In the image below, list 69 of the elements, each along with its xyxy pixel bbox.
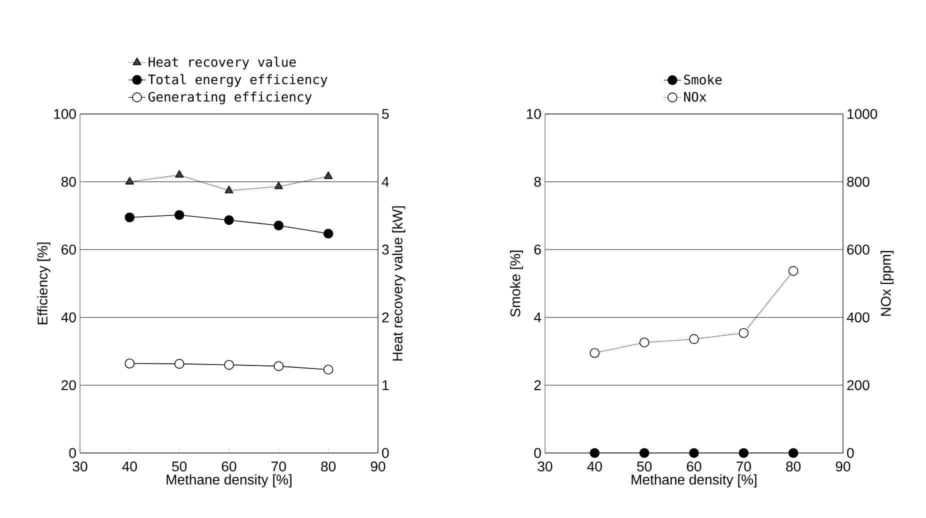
y2-axis-title: NOx [ppm] (880, 251, 894, 316)
y2-tick-label: 0 (382, 448, 389, 458)
point (738, 328, 749, 338)
legend-label: Smoke (684, 74, 722, 85)
point (224, 215, 234, 225)
y2-tick-label: 3 (382, 244, 389, 255)
y2-tick-label: 5 (382, 109, 389, 119)
y-tick-label: 4 (534, 312, 542, 322)
point (323, 364, 334, 374)
y2-tick-label: 0 (847, 448, 854, 458)
x-tick-label: 90 (370, 462, 386, 472)
point (323, 228, 334, 239)
legend-label: Generating efficiency (148, 92, 312, 104)
point (274, 361, 284, 372)
point (124, 212, 135, 222)
y2-tick-label: 600 (847, 244, 870, 255)
x-tick-label: 70 (736, 462, 751, 472)
x-tick-label: 60 (222, 462, 236, 472)
point (124, 358, 135, 368)
y-tick-label: 6 (534, 244, 541, 255)
y2-tick-label: 4 (382, 176, 389, 187)
y-tick-label: 2 (534, 380, 541, 390)
point (788, 266, 798, 276)
y-tick-label: 0 (534, 448, 541, 458)
x-tick-label: 50 (172, 462, 187, 472)
x-tick-label: 30 (538, 462, 552, 472)
y2-tick-label: 1000 (848, 109, 878, 119)
x-tick-label: 30 (72, 462, 88, 472)
y2-tick-label: 1 (382, 380, 389, 390)
legend-label: Heat recovery value (148, 56, 296, 70)
y-tick-label: 100 (54, 109, 76, 119)
legend-label: Total energy efficiency (148, 74, 328, 87)
y2-tick-label: 800 (847, 176, 870, 187)
x-tick-label: 60 (686, 462, 702, 472)
x-tick-label: 90 (836, 462, 850, 472)
y-tick-label: 60 (62, 244, 76, 255)
point (175, 170, 184, 178)
y-tick-label: 0 (69, 448, 76, 458)
y-axis-title: Smoke [%] (510, 250, 524, 317)
y-tick-label: 20 (62, 380, 76, 390)
point (590, 348, 600, 358)
y2-axis-title: Heat recovery value [kW] (392, 206, 406, 361)
point (224, 186, 234, 194)
point (174, 210, 184, 220)
point (174, 358, 184, 369)
point (125, 176, 134, 184)
point (274, 220, 284, 230)
y-tick-label: 40 (61, 312, 76, 322)
y-tick-label: 80 (62, 176, 76, 187)
y2-tick-label: 400 (846, 312, 870, 322)
y-tick-label: 10 (526, 109, 541, 119)
y-axis-title: Efficiency [%] (37, 242, 50, 324)
point (224, 360, 234, 370)
x-tick-label: 40 (587, 462, 602, 472)
y2-tick-label: 2 (382, 312, 389, 322)
x-tick-label: 80 (321, 462, 336, 472)
legend-label: NOx (684, 92, 706, 102)
x-tick-label: 70 (272, 462, 286, 472)
point (639, 338, 650, 348)
x-tick-label: 40 (122, 462, 137, 472)
point (274, 182, 283, 190)
y-tick-label: 8 (534, 176, 541, 187)
x-axis-title: Methane density [%] (632, 474, 756, 488)
x-tick-label: 50 (637, 462, 652, 472)
point (689, 334, 699, 344)
x-tick-label: 80 (786, 462, 801, 472)
x-axis-title: Methane density [%] (166, 474, 292, 488)
y2-tick-label: 200 (847, 380, 870, 390)
point (324, 171, 333, 180)
